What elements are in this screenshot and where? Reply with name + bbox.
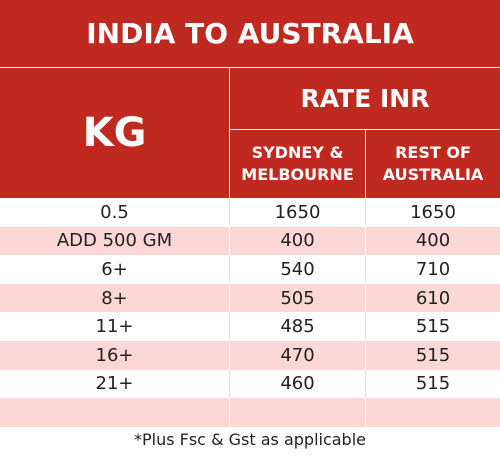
- cell: 485: [280, 316, 315, 338]
- table-row: 6+ 540 710: [0, 255, 500, 284]
- divider: [365, 255, 366, 284]
- cell: 710: [415, 258, 451, 280]
- table-row: 8+ 505 610: [0, 283, 500, 313]
- divider: [229, 341, 230, 370]
- cell: 540: [280, 258, 315, 280]
- divider: [365, 283, 366, 313]
- cell: 515: [415, 316, 451, 338]
- table-row: 11+ 485 515: [0, 312, 500, 341]
- cell: 1650: [410, 201, 456, 223]
- divider: [229, 255, 230, 284]
- table-row: 16+ 470 515: [0, 341, 500, 370]
- cell: 400: [280, 230, 315, 252]
- footnote: *Plus Fsc & Gst as applicable: [133, 430, 366, 449]
- cell: 0.5: [100, 201, 129, 223]
- cell: 515: [415, 373, 451, 395]
- cell: 460: [280, 373, 315, 395]
- cell: ADD 500 GM: [56, 230, 173, 252]
- divider: [365, 369, 366, 399]
- cell: 470: [280, 344, 315, 366]
- divider: [229, 198, 230, 227]
- table-row: 21+ 460 515: [0, 369, 500, 399]
- kg-header: KG: [0, 68, 229, 198]
- cell: 1650: [274, 201, 321, 223]
- divider: [365, 398, 366, 427]
- cell: 6+: [101, 258, 128, 280]
- cell: 505: [280, 287, 315, 309]
- col-header: REST OF AUSTRALIA: [366, 130, 500, 198]
- table-row: ADD 500 GM 400 400: [0, 226, 500, 256]
- cell: 515: [415, 344, 451, 366]
- divider: [229, 226, 230, 256]
- divider: [365, 226, 366, 256]
- cell: 400: [415, 230, 451, 252]
- empty-row: [0, 398, 500, 427]
- cell: 11+: [95, 316, 134, 338]
- divider: [229, 369, 230, 399]
- cell: 21+: [95, 373, 134, 395]
- col-header: SYDNEY & MELBOURNE: [230, 130, 365, 198]
- divider: [229, 398, 230, 427]
- cell: 610: [415, 287, 451, 309]
- table-row: 0.5 1650 1650: [0, 198, 500, 227]
- divider: [229, 312, 230, 341]
- divider: [365, 198, 366, 227]
- cell: 16+: [95, 344, 134, 366]
- cell: 8+: [101, 287, 128, 309]
- title: INDIA TO AUSTRALIA: [0, 0, 500, 67]
- divider: [365, 341, 366, 370]
- rate-header: RATE INR: [230, 68, 500, 129]
- divider: [229, 283, 230, 313]
- divider: [365, 312, 366, 341]
